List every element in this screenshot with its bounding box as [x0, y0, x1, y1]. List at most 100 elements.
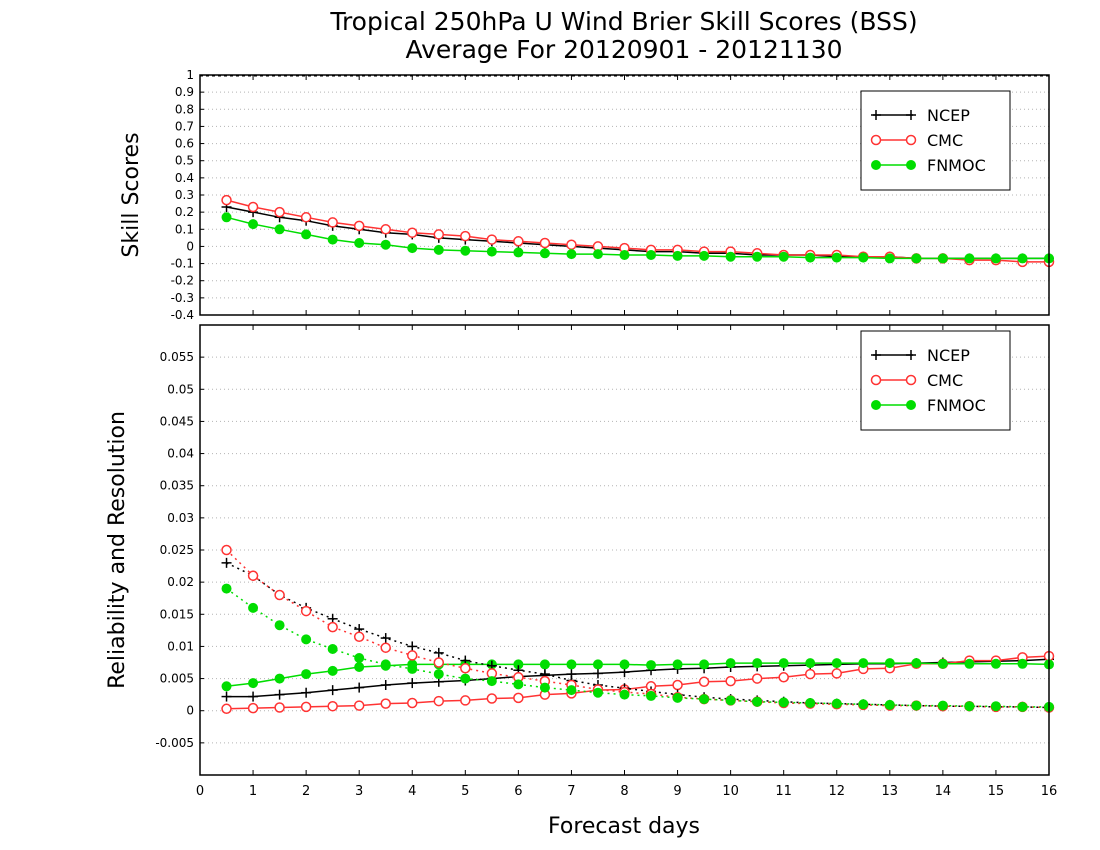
panel2-point-fnmoc	[221, 583, 232, 594]
panel1-point-fnmoc	[566, 249, 577, 260]
panel1-point-fnmoc	[433, 244, 444, 255]
panel1-series-fnmoc-solid	[221, 212, 1054, 264]
xtick-label: 0	[196, 784, 204, 799]
panel2-point-cmc	[221, 703, 232, 715]
xtick-label: 8	[620, 784, 628, 799]
panel1-point-fnmoc	[911, 253, 922, 264]
panel1-point-fnmoc	[1017, 253, 1028, 264]
panel1-ytick-label: 0.7	[175, 119, 194, 133]
ylabel-reliability-resolution: Reliability and Resolution	[105, 411, 130, 689]
panel2-point-fnmoc	[407, 663, 418, 674]
panel2-point-cmc	[274, 702, 285, 713]
panel1-legend-marker-fnmoc	[906, 160, 916, 170]
x-axis-title: Forecast days	[548, 814, 700, 839]
panel2-series-cmc-solid	[221, 650, 1055, 715]
panel2-series-line-fnmoc	[226, 587, 1049, 708]
panel2-point-cmc	[751, 673, 763, 684]
panel1-point-cmc	[486, 234, 498, 245]
ylabel-skill-scores: Skill Scores	[119, 132, 144, 257]
panel1-point-fnmoc	[380, 239, 391, 250]
panel2-point-fnmoc	[486, 676, 497, 687]
panel2-point-cmc	[247, 702, 259, 714]
panel2-ytick-label: 0.02	[167, 575, 194, 589]
panel1-point-fnmoc	[354, 238, 365, 248]
panel1-point-cmc	[513, 236, 524, 247]
panel1-legend: NCEP CMC FNMOC	[860, 90, 1011, 191]
panel1-point-cmc	[353, 220, 365, 232]
panel1-point-fnmoc	[699, 250, 710, 261]
panel2-point-fnmoc	[539, 682, 550, 693]
panel2-series-fnmoc-solid	[221, 658, 1054, 692]
panel2-point-fnmoc	[1017, 658, 1028, 669]
skill-scores-panel: -0.4 -0.3 -0.2 -0.1 0 0.1 0.2 0.3 0.4 0.5 0.6 0.7 0.…	[171, 68, 1055, 322]
panel2-ytick-label: 0.055	[160, 350, 194, 364]
panel2-ytick-label: 0.05	[167, 382, 194, 396]
panel1-series-line-fnmoc	[226, 216, 1049, 260]
panel1-ytick-label: -0.3	[171, 291, 194, 305]
panel2-point-fnmoc	[327, 665, 338, 676]
panel2-point-cmc	[433, 657, 445, 668]
panel1-legend-label-ncep: NCEP	[927, 106, 970, 125]
panel2-ytick-label: 0.025	[160, 543, 194, 557]
panel1-point-fnmoc	[884, 253, 895, 264]
panel2-point-fnmoc	[699, 659, 710, 670]
panel1-legend-marker-cmc	[905, 134, 917, 146]
panel2-point-fnmoc	[646, 660, 657, 671]
panel1-series-line-cmc	[226, 199, 1049, 263]
panel2-point-fnmoc	[274, 673, 285, 684]
panel2-point-cmc	[831, 668, 842, 679]
panel1-ytick-label: 0.3	[175, 188, 194, 202]
panel2-series-line-ncep	[226, 562, 1050, 709]
panel1-ytick-label: 0.6	[175, 137, 194, 151]
panel2-point-fnmoc	[911, 658, 922, 669]
panel2-point-fnmoc	[937, 658, 948, 669]
panel2-ytick-label: -0.005	[155, 736, 194, 750]
panel1-point-cmc	[247, 201, 259, 213]
panel1-point-fnmoc	[805, 252, 816, 263]
panel1-legend-marker-fnmoc	[871, 160, 881, 170]
panel2-point-fnmoc	[301, 634, 312, 645]
panel2-point-fnmoc	[805, 658, 816, 669]
panel2-point-fnmoc	[725, 658, 736, 669]
panel2-ytick-label: 0.035	[160, 479, 194, 493]
xtick-label: 14	[935, 784, 952, 799]
panel2-series-fnmoc-dotted	[221, 583, 1054, 712]
panel2-series-ncep-solid	[221, 654, 1054, 702]
panel1-frame	[199, 74, 1050, 316]
panel1-point-cmc	[300, 212, 312, 223]
panel1-point-fnmoc	[221, 212, 232, 223]
panel2-point-fnmoc	[539, 659, 550, 670]
panel2-legend-marker-cmc	[905, 374, 917, 386]
xtick-label: 2	[302, 784, 310, 799]
panel2-point-fnmoc	[672, 659, 683, 670]
panel2-point-fnmoc	[646, 690, 657, 701]
panel2-point-fnmoc	[990, 658, 1001, 669]
panel1-point-fnmoc	[327, 234, 338, 245]
panel1-point-cmc	[539, 237, 551, 249]
chart-title-line2: Average For 20120901 - 20121130	[405, 35, 842, 64]
xtick-label: 13	[882, 784, 899, 799]
panel2-point-cmc	[300, 701, 312, 713]
panel2-point-cmc	[327, 621, 338, 633]
xtick-label: 9	[673, 784, 681, 799]
panel2-point-fnmoc	[884, 699, 895, 710]
panel2-point-fnmoc	[566, 659, 577, 670]
panel2-point-fnmoc	[831, 698, 842, 709]
panel1-point-cmc	[380, 224, 391, 235]
panel1-legend-label-fnmoc: FNMOC	[927, 156, 986, 175]
panel2-point-fnmoc	[911, 700, 922, 711]
panel2-point-cmc	[804, 668, 816, 680]
panel1-point-fnmoc	[752, 251, 763, 262]
panel2-point-fnmoc	[964, 658, 975, 669]
panel2-point-fnmoc	[619, 659, 630, 670]
panel1-legend-marker-cmc	[870, 134, 882, 146]
panel2-point-cmc	[460, 663, 471, 674]
panel2-ytick-label: 0.04	[167, 447, 194, 461]
panel1-point-fnmoc	[990, 253, 1001, 264]
panel2-point-cmc	[698, 676, 710, 688]
panel2-point-fnmoc	[354, 662, 365, 672]
panel2-point-fnmoc	[460, 673, 471, 684]
panel1-point-fnmoc	[646, 250, 657, 260]
panel2-point-fnmoc	[380, 659, 391, 670]
